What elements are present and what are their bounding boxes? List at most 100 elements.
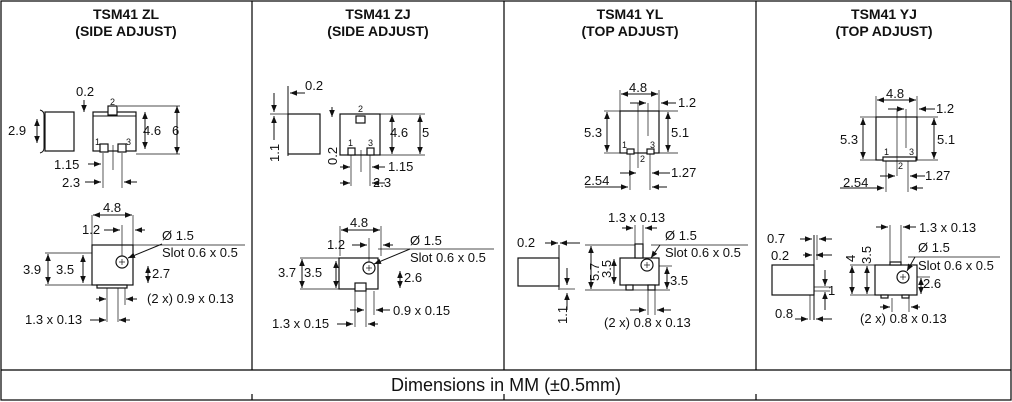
dim-label: 1.1 [267,144,282,162]
panel-subtitle: (TOP ADJUST) [836,23,933,39]
dim-label: Ø 1.5 [410,233,442,248]
dim-label: Ø 1.5 [665,228,697,243]
pin-label: 1 [884,147,889,157]
dim-label: 4.8 [103,200,121,215]
dim-label: 2.9 [8,123,26,138]
dimension-labels: 0.2 1.1 0.2 4.6 5 1.15 2.3 4.8 1.2 Ø 1.5… [267,78,486,331]
dim-label: 2.54 [843,175,868,190]
dim-label: 3.5 [56,262,74,277]
panel-subtitle: (SIDE ADJUST) [327,23,428,39]
dim-label: Slot 0.6 x 0.5 [918,258,994,273]
dim-label: 2.7 [152,266,170,281]
panel-title: TSM41 ZJ [345,6,410,22]
dim-label: 0.9 x 0.15 [393,303,450,318]
dim-label: 0.7 [767,231,785,246]
top-view [81,100,180,188]
dim-label: 1.3 x 0.13 [25,312,82,327]
dim-label: 1.15 [388,159,413,174]
dimension-labels: 4.8 1.2 5.3 5.1 2.54 1.27 1.3 x 0.13 Ø 1… [517,80,741,330]
dimension-labels: 0.2 2.9 4.6 6 1.15 2.3 4.8 1.2 Ø 1.5 Slo… [8,84,238,327]
dim-label: 0.2 [771,248,789,263]
dim-label: 0.8 [775,306,793,321]
pin-label: 3 [368,138,373,148]
dim-label: 0.2 [325,147,340,165]
front-view [299,226,494,327]
front-view [585,225,748,315]
dim-label: 5 [422,125,429,140]
dim-label: 5.3 [840,132,858,147]
side-view [771,235,832,322]
panel-tsm41-yj: TSM41 YJ (TOP ADJUST) 1 [767,6,1000,326]
dim-label: 1.27 [925,168,950,183]
panel-title: TSM41 YL [597,6,664,22]
pin-label: 2 [640,154,645,164]
dim-label: 3.5 [859,246,874,264]
panel-title: TSM41 ZL [93,6,160,22]
pin-numbers: 2 1 3 [348,104,373,148]
pin-label: 2 [358,104,363,114]
footer-note: Dimensions in MM (±0.5mm) [391,375,621,395]
dim-label: 1.15 [54,157,79,172]
panel-tsm41-zl: TSM41 ZL (SIDE ADJUST) 2 1 [8,6,245,327]
dim-label: 0.2 [517,235,535,250]
panel-tsm41-zj: TSM41 ZJ (SIDE ADJUST) [267,6,494,331]
dim-label: Slot 0.6 x 0.5 [162,245,238,260]
dim-label: 1.27 [671,165,696,180]
dim-label: 2.54 [584,173,609,188]
dim-label: 1.3 x 0.13 [608,210,665,225]
panel-title: TSM41 YJ [851,6,917,22]
dimension-labels: 4.8 1.2 5.3 5.1 2.54 1.27 1.3 x 0.13 0.7… [767,86,994,326]
panel-subtitle: (SIDE ADJUST) [75,23,176,39]
dim-label: 3.9 [23,262,41,277]
dim-label: (2 x) 0.9 x 0.13 [147,291,234,306]
dim-label: 1.1 [555,306,570,324]
dim-label: Ø 1.5 [918,240,950,255]
dim-label: 4.6 [390,125,408,140]
pin-label: 1 [622,140,627,150]
dim-label: 0.2 [305,78,323,93]
dim-label: 6 [172,123,179,138]
pin-numbers: 1 2 3 [884,147,914,171]
dim-label: 2.3 [373,175,391,190]
dim-label: 1.3 x 0.15 [272,316,329,331]
dim-label: 4.8 [886,86,904,101]
side-view [270,86,321,156]
dim-label: Slot 0.6 x 0.5 [665,245,741,260]
dim-label: 1 [828,283,835,298]
pin-numbers: 2 1 3 [95,97,131,147]
dim-label: 1.2 [678,95,696,110]
pin-label: 3 [909,147,914,157]
dim-label: 1.2 [327,237,345,252]
pin-numbers: 1 2 3 [622,140,655,164]
side-view [34,109,75,154]
front-view [45,212,245,323]
dim-label: Ø 1.5 [162,228,194,243]
dim-label: 4.8 [350,215,368,230]
dim-label: 1.3 x 0.13 [919,220,976,235]
dim-label: 4 [843,255,858,262]
pin-label: 2 [110,97,115,107]
pin-label: 2 [898,161,903,171]
dim-label: 2.6 [404,270,422,285]
dim-label: 3.5 [599,260,614,278]
top-view [329,107,425,186]
dim-label: 4.6 [143,123,161,138]
pin-label: 3 [650,140,655,150]
dim-label: Slot 0.6 x 0.5 [410,250,486,265]
dim-label: 3.5 [670,273,688,288]
dim-label: 5.7 [587,263,602,281]
dim-label: 1.2 [936,101,954,116]
dim-label: (2 x) 0.8 x 0.13 [860,311,947,326]
dim-label: 5.1 [671,125,689,140]
dim-label: (2 x) 0.8 x 0.13 [604,315,691,330]
top-view [840,96,938,192]
dim-label: 0.2 [76,84,94,99]
dim-label: 2.3 [62,175,80,190]
top-view [585,90,678,190]
panel-tsm41-yl: TSM41 YL (TOP ADJUST) [517,6,748,330]
dim-label: 1.2 [82,222,100,237]
dim-label: 3.5 [304,265,322,280]
side-view [517,240,580,310]
